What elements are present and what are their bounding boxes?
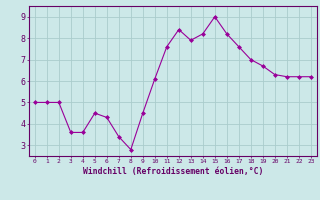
X-axis label: Windchill (Refroidissement éolien,°C): Windchill (Refroidissement éolien,°C): [83, 167, 263, 176]
